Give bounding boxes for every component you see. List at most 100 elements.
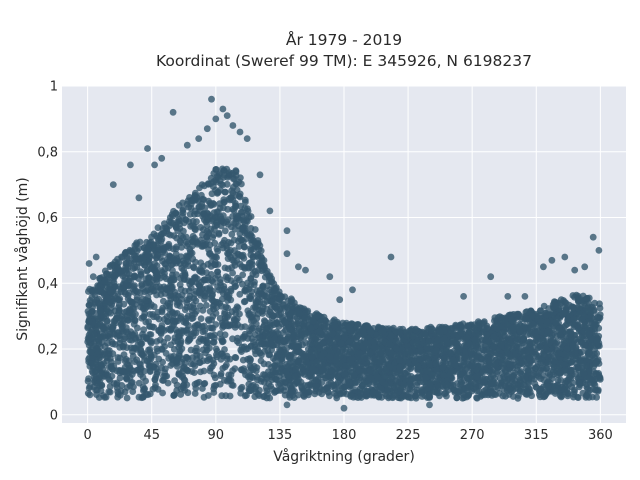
data-point xyxy=(133,247,141,255)
data-point xyxy=(386,340,393,348)
data-point xyxy=(214,268,222,276)
data-point xyxy=(193,347,201,355)
data-point xyxy=(384,386,392,394)
data-point xyxy=(94,321,101,328)
data-point xyxy=(414,378,421,386)
data-point xyxy=(301,314,308,322)
data-point xyxy=(178,291,186,299)
data-point xyxy=(221,264,229,272)
data-point xyxy=(159,389,167,397)
data-point xyxy=(555,325,563,333)
data-point xyxy=(543,311,551,319)
data-point xyxy=(190,304,198,312)
data-point xyxy=(578,348,586,356)
data-point xyxy=(96,307,104,315)
data-point xyxy=(596,311,604,319)
data-point xyxy=(273,376,281,384)
data-point xyxy=(106,281,114,289)
data-point xyxy=(375,323,382,331)
data-point xyxy=(235,243,243,250)
data-point xyxy=(478,320,486,327)
data-point xyxy=(415,363,422,370)
data-point xyxy=(527,347,535,355)
data-point xyxy=(283,360,291,368)
data-point xyxy=(86,383,94,390)
data-point xyxy=(402,376,410,383)
data-point xyxy=(351,380,359,387)
data-point xyxy=(221,346,228,353)
data-point xyxy=(178,264,186,272)
data-point xyxy=(137,371,144,378)
data-point xyxy=(192,189,199,197)
data-point xyxy=(164,379,172,387)
data-point xyxy=(263,294,271,301)
data-point xyxy=(239,216,247,224)
data-point xyxy=(170,232,178,240)
data-point xyxy=(309,317,317,325)
data-point xyxy=(135,379,143,387)
data-point xyxy=(151,260,159,268)
data-point xyxy=(256,286,264,294)
data-point xyxy=(167,219,175,227)
data-points xyxy=(84,95,604,412)
data-point xyxy=(540,337,547,345)
data-point xyxy=(207,174,215,182)
data-point xyxy=(479,369,487,377)
data-point xyxy=(124,317,131,324)
data-point xyxy=(261,317,268,324)
data-point xyxy=(251,239,259,247)
data-point xyxy=(295,326,303,334)
data-point xyxy=(177,253,185,260)
data-point xyxy=(274,362,281,370)
data-point xyxy=(167,325,175,333)
data-point xyxy=(252,271,260,279)
data-point xyxy=(120,300,128,308)
data-point xyxy=(426,392,434,400)
data-point xyxy=(171,338,179,345)
data-point xyxy=(490,333,498,340)
data-point xyxy=(153,338,161,345)
data-point xyxy=(591,328,598,335)
data-point xyxy=(117,387,125,395)
data-point xyxy=(155,355,163,363)
data-point xyxy=(447,349,454,357)
data-point xyxy=(405,389,413,397)
data-point xyxy=(381,372,389,380)
data-point xyxy=(100,325,108,333)
data-point xyxy=(426,360,433,368)
data-point xyxy=(510,326,517,334)
data-point xyxy=(120,351,128,359)
data-point xyxy=(223,276,231,284)
data-point xyxy=(105,375,113,383)
data-point xyxy=(398,346,406,353)
data-point xyxy=(212,309,220,317)
data-point xyxy=(240,365,248,373)
data-point xyxy=(532,333,540,340)
data-point xyxy=(100,313,107,321)
data-point xyxy=(173,301,181,309)
data-point xyxy=(184,338,192,345)
data-point xyxy=(480,325,487,333)
data-point xyxy=(260,300,268,308)
data-point xyxy=(136,365,144,372)
data-point xyxy=(145,258,153,266)
data-point xyxy=(356,374,364,381)
data-point xyxy=(214,174,222,182)
data-point xyxy=(530,369,538,377)
data-point xyxy=(241,243,248,251)
data-point xyxy=(387,374,395,382)
data-point xyxy=(497,340,505,348)
data-point xyxy=(357,389,364,397)
data-point xyxy=(408,383,416,391)
data-point xyxy=(321,334,329,341)
data-point xyxy=(166,311,174,318)
data-point xyxy=(230,315,238,323)
data-point xyxy=(164,242,172,250)
data-point xyxy=(221,310,228,318)
data-point xyxy=(191,210,198,218)
data-point xyxy=(423,368,431,376)
data-point xyxy=(555,349,563,357)
data-point xyxy=(426,380,434,388)
data-point xyxy=(149,241,157,249)
data-point xyxy=(272,388,279,395)
